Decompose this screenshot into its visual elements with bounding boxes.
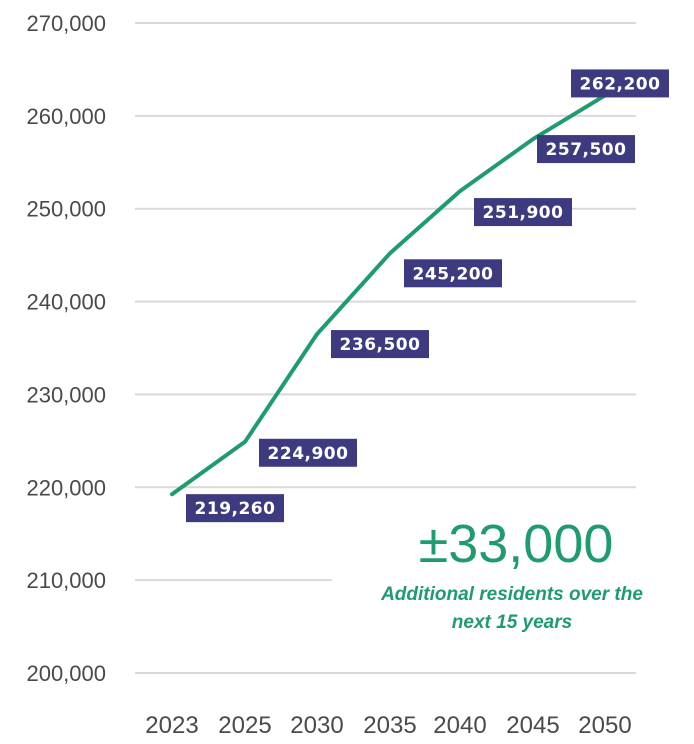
data-label-text: 262,200 [580, 74, 661, 94]
y-tick-label: 210,000 [26, 568, 106, 593]
y-tick-label: 240,000 [26, 290, 106, 315]
series-layer [170, 93, 607, 497]
data-label: 262,200 [571, 69, 669, 98]
data-label-text: 219,260 [195, 499, 276, 519]
data-label-text: 251,900 [483, 203, 564, 223]
y-tick-label: 220,000 [26, 475, 106, 500]
data-label: 219,260 [186, 494, 284, 523]
data-labels: 219,260 224,900 236,500 245,200 251,900 257,5… [186, 69, 669, 523]
data-label: 257,500 [537, 135, 635, 164]
x-tick-label: 2035 [363, 712, 416, 739]
callout-note-line1: Additional residents over the [380, 584, 643, 605]
x-tick-label: 2050 [578, 712, 631, 739]
data-label: 236,500 [331, 330, 429, 359]
data-label-text: 236,500 [340, 335, 421, 355]
x-tick-label: 2030 [290, 712, 343, 739]
x-tick-label: 2023 [145, 712, 198, 739]
data-label-box [571, 69, 669, 98]
series-line [170, 93, 607, 497]
callout-value: ±33,000 [419, 514, 614, 574]
callout-note-line2: next 15 years [452, 612, 572, 633]
data-label-box [474, 198, 572, 227]
y-tick-label: 260,000 [26, 104, 106, 129]
data-label-text: 224,900 [268, 444, 349, 464]
y-tick-label: 230,000 [26, 382, 106, 407]
data-label-text: 257,500 [546, 140, 627, 160]
gridlines [135, 22, 636, 674]
data-label-box [537, 135, 635, 164]
x-tick-label: 2045 [506, 712, 559, 739]
data-label-box [331, 330, 429, 359]
x-tick-label: 2040 [433, 712, 486, 739]
data-label: 251,900 [474, 198, 572, 227]
data-label-box [186, 494, 284, 523]
data-label-box [259, 438, 357, 467]
y-tick-label: 270,000 [26, 11, 106, 36]
callout: ±33,000 Additional residents over the ne… [380, 514, 643, 633]
y-tick-label: 250,000 [26, 197, 106, 222]
y-tick-label: 200,000 [26, 661, 106, 686]
x-axis-ticks: 2023 2025 2030 2035 2040 2045 2050 [145, 712, 631, 739]
data-label: 224,900 [259, 438, 357, 467]
y-axis-ticks: 200,000 210,000 220,000 230,000 240,000 250,0… [26, 11, 106, 686]
data-label: 245,200 [404, 259, 502, 288]
x-tick-label: 2025 [218, 712, 271, 739]
data-label-box [404, 259, 502, 288]
data-label-text: 245,200 [413, 264, 494, 284]
